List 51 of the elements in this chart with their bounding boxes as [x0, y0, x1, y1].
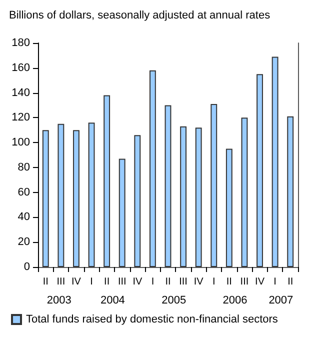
x-tick-label: II	[226, 276, 232, 288]
bar	[149, 70, 156, 267]
x-tick-label: II	[165, 276, 171, 288]
x-tick-label: II	[104, 276, 110, 288]
bar	[241, 118, 248, 267]
x-tick-label: I	[151, 276, 154, 288]
bar	[164, 105, 172, 267]
bar	[256, 74, 263, 267]
x-tick-label: I	[90, 276, 93, 288]
x-tick-label: III	[179, 276, 188, 288]
bar	[210, 104, 218, 267]
text: 2003	[46, 294, 72, 306]
y-tick-label: 140	[12, 86, 30, 99]
bar	[104, 95, 110, 267]
x-tick-label: IV	[194, 276, 204, 288]
y-tick-label: 180	[12, 37, 30, 49]
bar	[58, 124, 64, 267]
x-tick-label: II	[42, 276, 48, 288]
x-tick-label: I	[274, 276, 276, 288]
y-tick-label: 40	[18, 211, 30, 224]
x-tick-label: IV	[132, 276, 142, 288]
x-tick-label: III	[118, 276, 126, 288]
x-tick-label: II	[288, 276, 294, 288]
bar	[118, 158, 126, 267]
x-tick-label: IV	[72, 276, 82, 288]
bar	[73, 130, 80, 267]
x-tick-label: IV	[255, 276, 265, 288]
bar	[195, 128, 202, 267]
text: 2005	[162, 294, 186, 306]
bar	[226, 148, 232, 267]
bar	[134, 135, 141, 267]
y-tick-label: 100	[12, 136, 30, 149]
x-tick-label: I	[212, 276, 216, 288]
legend-label: Total funds raised by domestic non-financial sectors	[26, 314, 278, 326]
y-tick-label: 60	[18, 186, 30, 198]
y-tick-label: 80	[18, 161, 30, 174]
y-tick-label: 20	[18, 236, 30, 248]
bar	[42, 130, 49, 267]
y-tick-label: 160	[12, 62, 30, 74]
x-tick-label: III	[56, 276, 66, 288]
text: 2006	[222, 294, 248, 306]
y-tick-label: 0	[24, 261, 30, 273]
bar	[88, 122, 95, 267]
y-tick-label: 120	[12, 112, 30, 124]
x-tick-label: III	[240, 276, 249, 288]
text: 2007	[268, 294, 294, 306]
chart-title: Billions of dollars, seasonally adjusted at annual rates	[9, 10, 271, 22]
bar	[180, 126, 187, 267]
bar	[272, 56, 278, 267]
bar	[287, 116, 294, 267]
text: 2004	[100, 294, 125, 306]
